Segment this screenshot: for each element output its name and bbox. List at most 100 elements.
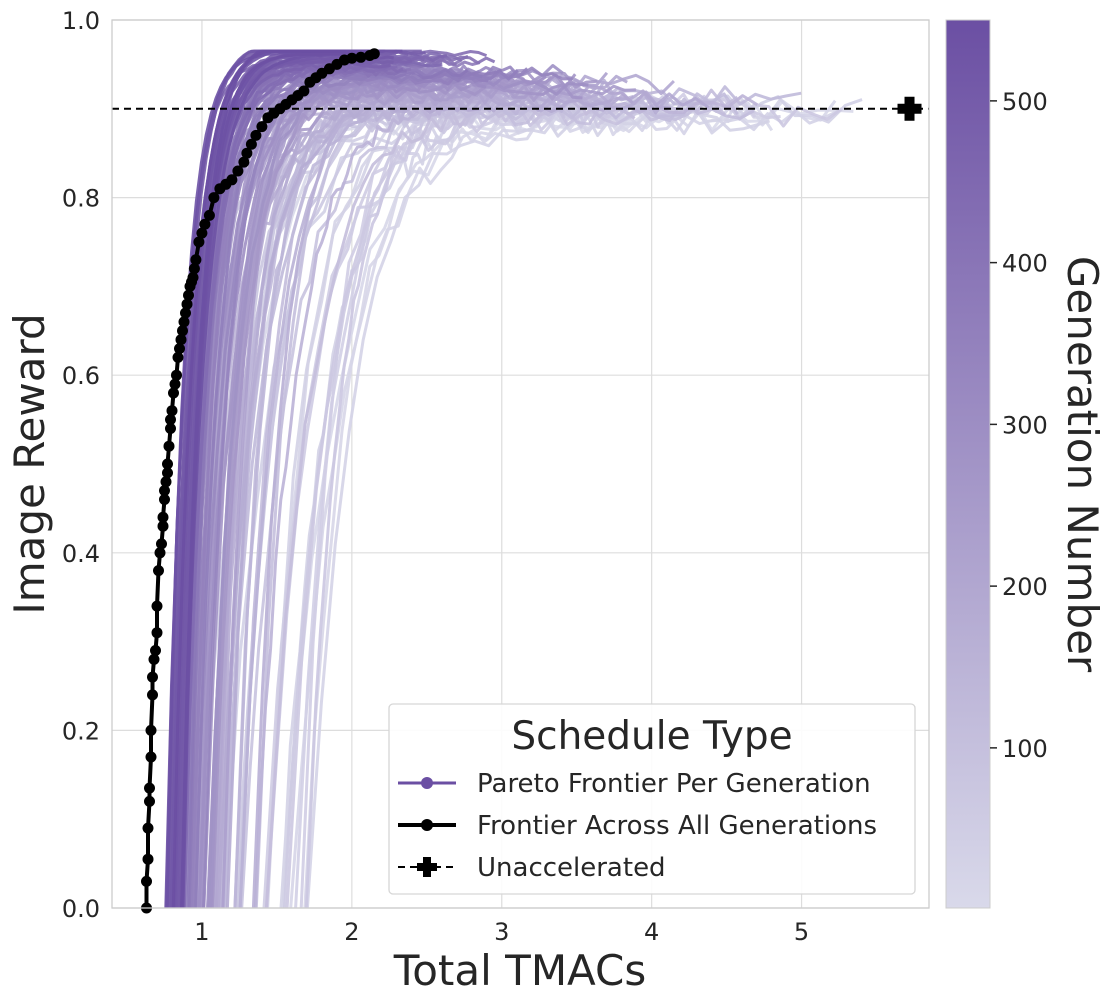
frontier-point (203, 209, 215, 221)
frontier-point (165, 423, 176, 434)
x-tick-label: 4 (644, 918, 659, 946)
frontier-point (241, 147, 253, 159)
frontier-point (142, 853, 154, 865)
frontier-point (168, 387, 179, 399)
frontier-point (298, 85, 310, 97)
legend-entry-frontier-all: Frontier Across All Generations (398, 811, 877, 841)
x-tick-label: 5 (794, 918, 809, 946)
frontier-point (232, 165, 244, 177)
frontier-point (190, 254, 202, 266)
legend-label-frontier: Frontier Across All Generations (477, 811, 877, 841)
frontier-point (187, 272, 199, 283)
frontier-point (144, 782, 155, 794)
generation-frontier-line (207, 76, 417, 908)
frontier-point (180, 307, 191, 319)
frontier-point (162, 467, 173, 479)
y-tick-label: 0.8 (62, 185, 100, 213)
frontier-point (156, 538, 167, 550)
frontier-point (157, 511, 169, 523)
colorbar-tick-label: 300 (1002, 411, 1048, 439)
frontier-point (145, 724, 157, 736)
legend-marker-frontier (421, 819, 433, 831)
frontier-point (250, 129, 262, 141)
frontier-across-all-generations (141, 48, 380, 914)
frontier-point (188, 263, 200, 275)
frontier-point (169, 378, 181, 390)
x-tick-labels: 1 2 3 4 5 (194, 918, 809, 946)
frontier-point (151, 627, 163, 639)
frontier-point (159, 485, 170, 497)
legend-entry-pareto-per-generation: Pareto Frontier Per Generation (398, 769, 871, 799)
frontier-point (175, 334, 187, 346)
frontier-point (160, 476, 172, 488)
frontier-point (145, 751, 157, 763)
frontier-point (238, 156, 250, 168)
unaccelerated-marker (897, 96, 922, 121)
frontier-point (245, 138, 257, 150)
frontier-point (141, 875, 152, 887)
legend-marker-pareto (421, 777, 433, 789)
frontier-point (154, 547, 166, 559)
frontier-point (178, 316, 190, 328)
legend: Schedule Type Pareto Frontier Per Genera… (388, 703, 916, 895)
colorbar-gradient (945, 19, 991, 909)
legend-box (388, 703, 916, 895)
frontier-point (355, 51, 367, 63)
frontier-point (151, 600, 163, 612)
frontier-point (165, 414, 176, 426)
colorbar: 100 200 300 400 500 Generation Number (945, 19, 1107, 909)
colorbar-ticks: 100 200 300 400 500 (990, 88, 1048, 763)
frontier-point (368, 48, 380, 60)
legend-title: Schedule Type (511, 714, 792, 759)
x-tick-label: 2 (344, 918, 359, 946)
frontier-point (172, 351, 184, 363)
frontier-point (157, 520, 169, 532)
plot-frame (111, 19, 930, 909)
generation-frontier-line (209, 82, 583, 908)
y-tick-label: 1.0 (62, 7, 100, 35)
frontier-point (148, 653, 160, 665)
frontier-point (193, 236, 205, 248)
colorbar-label: Generation Number (1058, 256, 1107, 673)
frontier-point (183, 289, 194, 301)
colorbar-tick-label: 400 (1002, 250, 1048, 278)
frontier-point (159, 494, 170, 505)
y-tick-label: 0.6 (62, 362, 100, 390)
frontier-point (153, 565, 164, 577)
frontier-point (226, 174, 238, 186)
frontier-point (147, 671, 158, 683)
legend-label-unaccelerated: Unaccelerated (477, 853, 666, 883)
frontier-point (177, 325, 188, 337)
unaccelerated-reference (112, 96, 929, 121)
x-axis-label: Total TMACs (393, 946, 647, 995)
frontier-point (171, 369, 182, 381)
y-tick-label: 0.2 (62, 717, 100, 745)
frontier-point (256, 121, 268, 133)
colorbar-tick-label: 500 (1002, 88, 1048, 116)
legend-marker-unaccelerated (417, 857, 437, 877)
colorbar-tick-label: 100 (1002, 735, 1048, 763)
frontier-point (208, 192, 220, 204)
frontier-point (163, 440, 175, 452)
x-tick-label: 1 (194, 918, 209, 946)
legend-label-pareto: Pareto Frontier Per Generation (477, 769, 871, 799)
generation-frontier-line (181, 66, 404, 908)
x-tick-label: 3 (494, 918, 509, 946)
frontier-point (166, 405, 178, 417)
frontier-point (147, 689, 158, 701)
generation-frontier-line (265, 107, 771, 908)
colorbar-tick-label: 200 (1002, 573, 1048, 601)
frontier-point (150, 645, 161, 656)
y-axis-label: Image Reward (5, 313, 54, 614)
frontier-point (144, 795, 155, 807)
frontier-point (346, 52, 358, 64)
frontier-point (174, 343, 185, 355)
frontier-point (199, 218, 211, 230)
plot-area: 1 2 3 4 5 0.0 0.2 0.4 0.6 0.8 1.0 Total TMACs Ima… (5, 7, 930, 995)
frontier-point (162, 458, 173, 470)
legend-entry-unaccelerated: Unaccelerated (398, 853, 666, 883)
y-tick-label: 0.0 (62, 895, 100, 923)
frontier-point (196, 227, 208, 239)
frontier-point (142, 822, 154, 834)
